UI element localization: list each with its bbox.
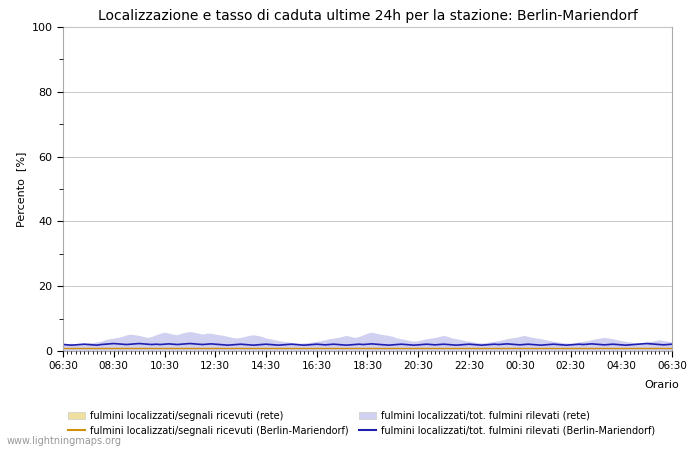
Text: Orario: Orario — [644, 380, 679, 390]
Y-axis label: Percento  [%]: Percento [%] — [16, 151, 26, 227]
Title: Localizzazione e tasso di caduta ultime 24h per la stazione: Berlin-Mariendorf: Localizzazione e tasso di caduta ultime … — [97, 9, 638, 23]
Text: www.lightningmaps.org: www.lightningmaps.org — [7, 436, 122, 446]
Legend: fulmini localizzati/segnali ricevuti (rete), fulmini localizzati/segnali ricevut: fulmini localizzati/segnali ricevuti (re… — [68, 411, 655, 436]
